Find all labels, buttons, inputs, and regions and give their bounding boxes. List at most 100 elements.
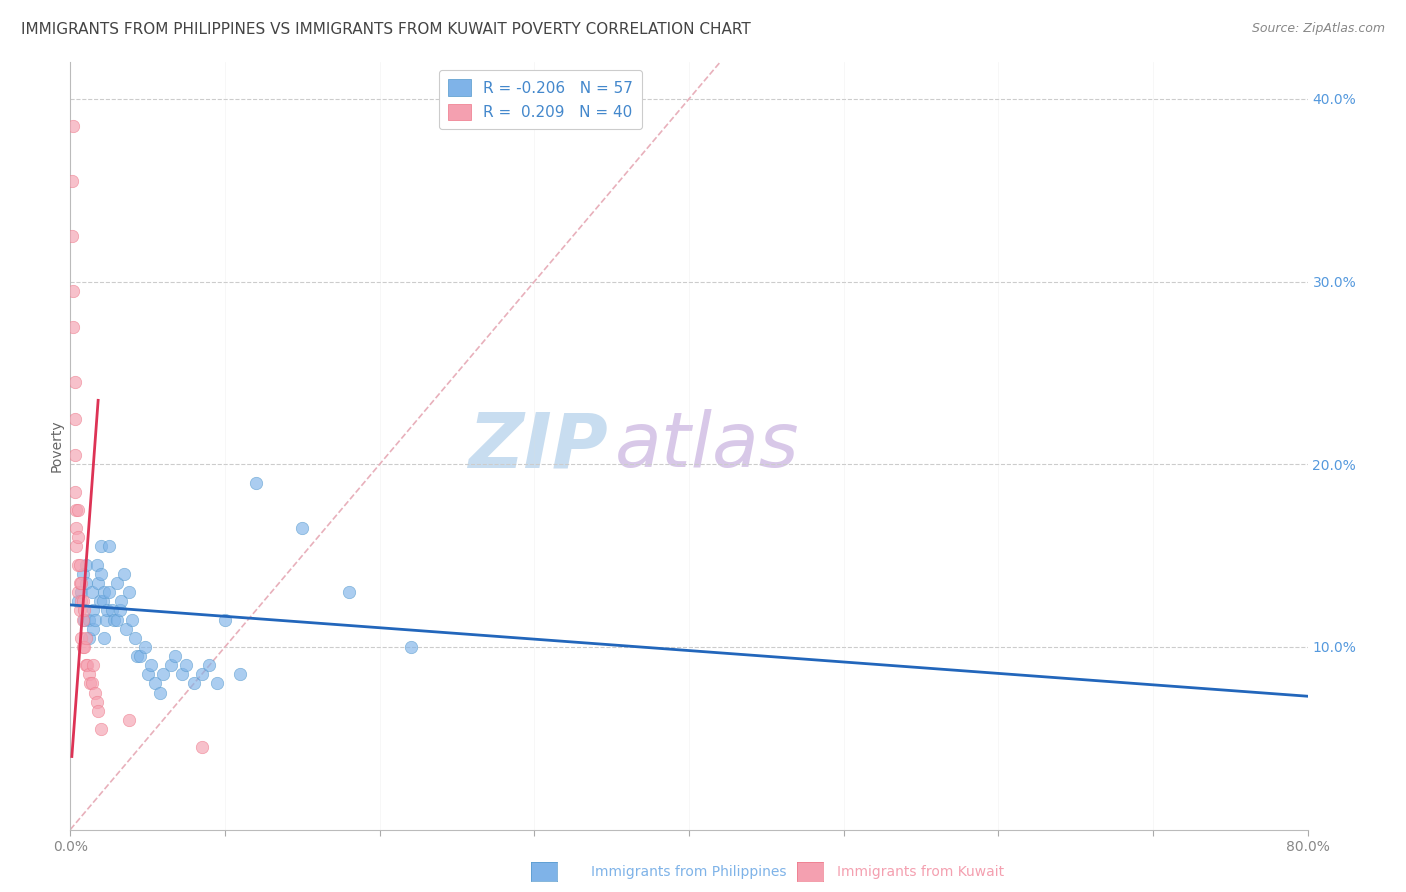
Point bbox=[191, 667, 214, 681]
Point bbox=[134, 640, 156, 654]
Point bbox=[145, 676, 166, 690]
Point bbox=[101, 603, 124, 617]
Point bbox=[72, 566, 94, 581]
Point bbox=[62, 120, 84, 134]
Point bbox=[108, 603, 131, 617]
Point bbox=[62, 320, 84, 334]
Point bbox=[75, 631, 97, 645]
Point bbox=[139, 658, 162, 673]
Point bbox=[118, 585, 141, 599]
Point bbox=[90, 722, 112, 736]
Point bbox=[174, 658, 197, 673]
Point bbox=[136, 667, 159, 681]
Point bbox=[65, 521, 87, 535]
Point bbox=[198, 658, 221, 673]
Point bbox=[79, 676, 101, 690]
Point bbox=[98, 540, 120, 554]
Point bbox=[82, 622, 105, 636]
Legend: R = -0.206   N = 57, R =  0.209   N = 40: R = -0.206 N = 57, R = 0.209 N = 40 bbox=[439, 70, 643, 129]
Text: Immigrants from Philippines: Immigrants from Philippines bbox=[591, 865, 786, 880]
Point bbox=[90, 540, 112, 554]
Point bbox=[60, 174, 83, 188]
Point bbox=[191, 740, 214, 755]
Point bbox=[84, 613, 107, 627]
Point bbox=[93, 631, 115, 645]
Point bbox=[67, 594, 90, 608]
Point bbox=[399, 640, 422, 654]
Point bbox=[87, 576, 110, 591]
Point bbox=[69, 576, 91, 591]
Point bbox=[90, 566, 112, 581]
Point bbox=[125, 648, 148, 663]
Point bbox=[94, 613, 117, 627]
Point bbox=[245, 475, 267, 490]
Point bbox=[62, 284, 84, 298]
Point bbox=[70, 576, 93, 591]
Point bbox=[77, 613, 100, 627]
Point bbox=[229, 667, 252, 681]
Point bbox=[84, 685, 107, 699]
Text: ZIP: ZIP bbox=[468, 409, 609, 483]
Point bbox=[129, 648, 152, 663]
Point bbox=[63, 375, 86, 389]
Point bbox=[67, 530, 90, 544]
Point bbox=[72, 640, 94, 654]
Point bbox=[214, 613, 236, 627]
Point bbox=[103, 613, 125, 627]
Point bbox=[76, 658, 98, 673]
Point bbox=[67, 585, 90, 599]
Point bbox=[96, 603, 118, 617]
Point bbox=[115, 622, 138, 636]
Text: Source: ZipAtlas.com: Source: ZipAtlas.com bbox=[1251, 22, 1385, 36]
Point bbox=[337, 585, 360, 599]
Point bbox=[77, 667, 100, 681]
Point bbox=[110, 594, 132, 608]
Point bbox=[65, 503, 87, 517]
Y-axis label: Poverty: Poverty bbox=[49, 420, 63, 472]
Point bbox=[69, 558, 91, 572]
Point bbox=[121, 613, 143, 627]
Point bbox=[82, 658, 105, 673]
Text: IMMIGRANTS FROM PHILIPPINES VS IMMIGRANTS FROM KUWAIT POVERTY CORRELATION CHART: IMMIGRANTS FROM PHILIPPINES VS IMMIGRANT… bbox=[21, 22, 751, 37]
Point bbox=[70, 594, 93, 608]
Point bbox=[63, 411, 86, 425]
Point bbox=[73, 640, 96, 654]
Point bbox=[124, 631, 146, 645]
Point bbox=[105, 576, 128, 591]
Point bbox=[67, 558, 90, 572]
Point bbox=[67, 503, 90, 517]
Point bbox=[80, 585, 103, 599]
Point bbox=[98, 585, 120, 599]
Point bbox=[114, 566, 135, 581]
Point bbox=[72, 594, 94, 608]
Point bbox=[118, 713, 141, 727]
Point bbox=[165, 648, 187, 663]
Point bbox=[152, 667, 174, 681]
Point bbox=[60, 229, 83, 244]
Point bbox=[75, 658, 97, 673]
Point bbox=[80, 676, 103, 690]
Point bbox=[75, 558, 97, 572]
Point bbox=[86, 695, 108, 709]
Point bbox=[73, 603, 96, 617]
Point bbox=[149, 685, 172, 699]
Point bbox=[183, 676, 205, 690]
Point bbox=[63, 484, 86, 499]
Point bbox=[91, 594, 114, 608]
Point bbox=[87, 704, 110, 718]
Point bbox=[72, 613, 94, 627]
Point bbox=[69, 603, 91, 617]
Point bbox=[77, 631, 100, 645]
Point bbox=[73, 613, 96, 627]
Point bbox=[207, 676, 229, 690]
Point bbox=[70, 585, 93, 599]
Point bbox=[89, 594, 111, 608]
Point bbox=[170, 667, 193, 681]
Point bbox=[86, 558, 108, 572]
Point bbox=[65, 540, 87, 554]
Point bbox=[105, 613, 128, 627]
Text: Immigrants from Kuwait: Immigrants from Kuwait bbox=[837, 865, 1004, 880]
Point bbox=[291, 521, 314, 535]
Point bbox=[93, 585, 115, 599]
Text: atlas: atlas bbox=[614, 409, 799, 483]
